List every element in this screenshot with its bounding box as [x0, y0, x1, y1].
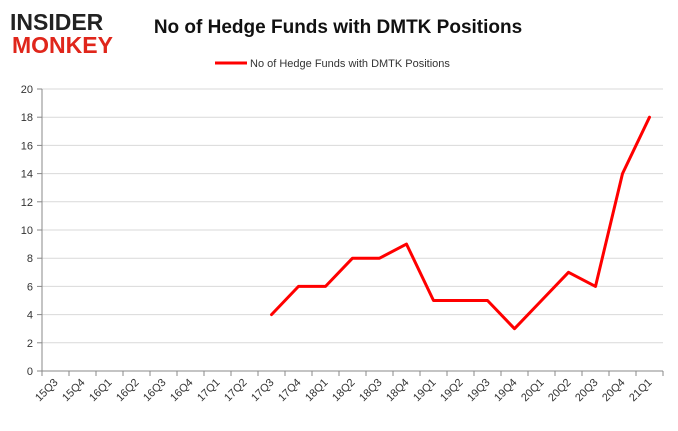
x-tick-label: 19Q1 — [411, 377, 439, 405]
logo-line-2: MONKEY — [12, 32, 113, 58]
x-tick-label: 15Q3 — [33, 377, 61, 405]
x-tick-label: 20Q2 — [546, 377, 574, 405]
series-line — [270, 115, 651, 331]
y-tick-label: 10 — [21, 225, 33, 237]
x-tick-label: 19Q3 — [465, 377, 493, 405]
y-tick-label: 14 — [21, 169, 33, 181]
y-tick-labels: 0 2 4 6 8 10 12 14 16 18 20 — [21, 84, 33, 378]
x-tick-labels: 15Q3 15Q4 16Q1 16Q2 16Q3 16Q4 17Q1 17Q2 17Q3 17Q4… — [33, 377, 655, 405]
x-tick-label: 18Q4 — [384, 377, 412, 405]
y-tick-label: 4 — [27, 310, 33, 322]
logo-line-1: INSIDER — [10, 9, 104, 35]
y-tick-label: 0 — [27, 366, 33, 378]
x-tick-label: 18Q1 — [303, 377, 331, 405]
legend: No of Hedge Funds with DMTK Positions — [215, 58, 450, 70]
x-tick-label: 17Q4 — [276, 377, 304, 405]
x-tick-label: 16Q1 — [87, 377, 115, 405]
x-tick-label: 20Q4 — [600, 377, 628, 405]
x-tick-label: 20Q1 — [519, 377, 547, 405]
y-tick-label: 12 — [21, 197, 33, 209]
y-tick-label: 20 — [21, 84, 33, 96]
y-tick-label: 16 — [21, 140, 33, 152]
x-tick-label: 18Q2 — [330, 377, 358, 405]
x-tick-label: 18Q3 — [357, 377, 385, 405]
x-tick-label: 20Q3 — [573, 377, 601, 405]
x-tick-label: 21Q1 — [627, 377, 655, 405]
x-tick-label: 16Q4 — [168, 377, 196, 405]
x-tick-label: 16Q3 — [141, 377, 169, 405]
y-tick-label: 2 — [27, 338, 33, 350]
chart-title: No of Hedge Funds with DMTK Positions — [154, 17, 522, 38]
legend-label: No of Hedge Funds with DMTK Positions — [250, 58, 450, 70]
x-tick-label: 17Q3 — [249, 377, 277, 405]
y-tick-label: 8 — [27, 253, 33, 265]
logo: INSIDER MONKEY — [10, 9, 113, 58]
x-tick-label: 16Q2 — [114, 377, 142, 405]
x-tick-label: 17Q1 — [195, 377, 223, 405]
x-tick-label: 15Q4 — [60, 377, 88, 405]
y-tick-label: 6 — [27, 281, 33, 293]
series-lines — [270, 115, 651, 331]
x-tick-label: 19Q4 — [492, 377, 520, 405]
axes — [37, 88, 664, 376]
y-tick-label: 18 — [21, 112, 33, 124]
gridlines — [42, 88, 663, 344]
x-tick-label: 17Q2 — [222, 377, 250, 405]
x-tick-label: 19Q2 — [438, 377, 466, 405]
